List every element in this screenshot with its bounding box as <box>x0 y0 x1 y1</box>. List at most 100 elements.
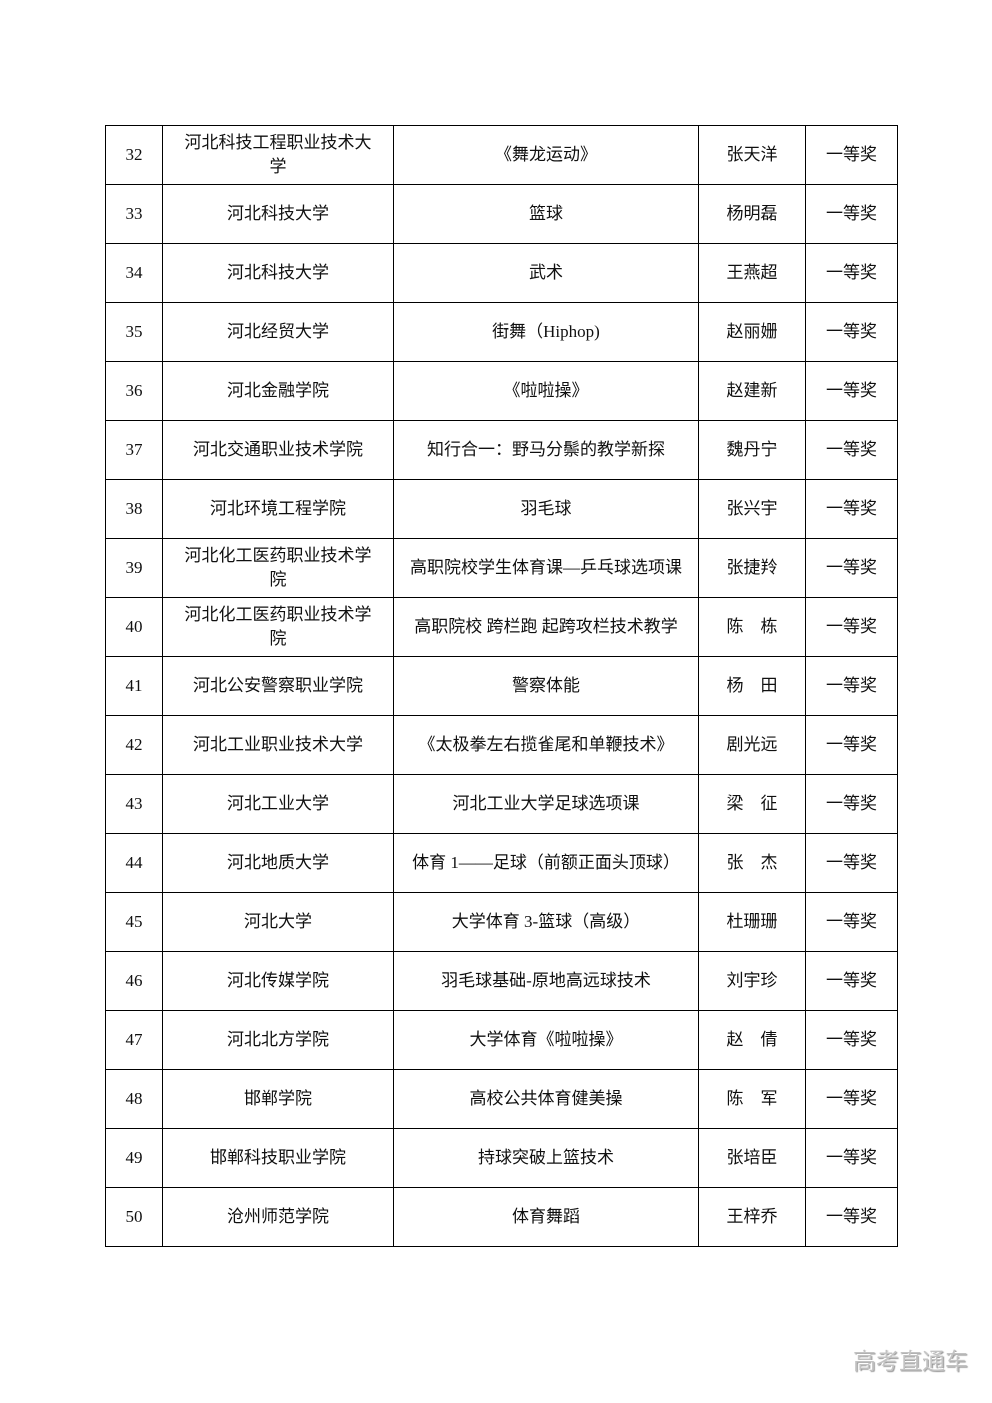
table-row: 37 河北交通职业技术学院 知行合一：野马分鬃的教学新探 魏丹宁 一等奖 <box>105 420 898 480</box>
school-cell: 河北化工医药职业技术学院 <box>162 597 394 657</box>
row-number-cell: 43 <box>105 774 163 834</box>
award-cell: 一等奖 <box>805 774 898 834</box>
school-cell: 沧州师范学院 <box>162 1187 394 1247</box>
award-cell: 一等奖 <box>805 892 898 952</box>
teacher-cell: 魏丹宁 <box>698 420 806 480</box>
school-cell: 河北金融学院 <box>162 361 394 421</box>
course-cell: 警察体能 <box>393 656 699 716</box>
school-cell: 河北北方学院 <box>162 1010 394 1070</box>
row-number-cell: 34 <box>105 243 163 303</box>
table-row: 47 河北北方学院 大学体育《啦啦操》赵 倩一等奖 <box>105 1010 898 1070</box>
course-cell: 篮球 <box>393 184 699 244</box>
teacher-cell: 张天洋 <box>698 125 806 185</box>
course-cell: 高职院校学生体育课—乒乓球选项课 <box>393 538 699 598</box>
course-cell: 高职院校 跨栏跑 起跨攻栏技术教学 <box>393 597 699 657</box>
school-cell: 河北科技工程职业技术大学 <box>162 125 394 185</box>
course-cell: 《太极拳左右揽雀尾和单鞭技术》 <box>393 715 699 775</box>
table-row: 44 河北地质大学 体育 1——足球（前额正面头顶球）张 杰一等奖 <box>105 833 898 893</box>
course-cell: 《舞龙运动》 <box>393 125 699 185</box>
teacher-cell: 杨明磊 <box>698 184 806 244</box>
teacher-cell: 张培臣 <box>698 1128 806 1188</box>
school-cell: 河北公安警察职业学院 <box>162 656 394 716</box>
row-number-cell: 38 <box>105 479 163 539</box>
teacher-cell: 张捷羚 <box>698 538 806 598</box>
table-row: 49 邯郸科技职业学院 持球突破上篮技术 张培臣 一等奖 <box>105 1128 898 1188</box>
row-number-cell: 47 <box>105 1010 163 1070</box>
table-row: 40 河北化工医药职业技术学院 高职院校 跨栏跑 起跨攻栏技术教学陈 栋一等奖 <box>105 597 898 657</box>
table-row: 35 河北经贸大学 街舞（Hiphop) 赵丽姗 一等奖 <box>105 302 898 362</box>
award-table-body: 32 河北科技工程职业技术大学 《舞龙运动》 张天洋 一等奖 33 河北科技大学 篮球 杨明磊一… <box>105 125 898 1247</box>
course-cell: 体育 1——足球（前额正面头顶球） <box>393 833 699 893</box>
school-cell: 邯郸学院 <box>162 1069 394 1129</box>
school-cell: 河北大学 <box>162 892 394 952</box>
school-cell: 河北交通职业技术学院 <box>162 420 394 480</box>
table-row: 48 邯郸学院 高校公共体育健美操陈 军一等奖 <box>105 1069 898 1129</box>
teacher-cell: 王燕超 <box>698 243 806 303</box>
watermark-logo: 高考直通车 <box>853 1348 968 1374</box>
award-table: 32 河北科技工程职业技术大学 《舞龙运动》 张天洋 一等奖 33 河北科技大学 篮球 杨明磊一… <box>105 125 898 1247</box>
row-number-cell: 39 <box>105 538 163 598</box>
course-cell: 知行合一：野马分鬃的教学新探 <box>393 420 699 480</box>
school-cell: 河北科技大学 <box>162 184 394 244</box>
teacher-cell: 杜珊珊 <box>698 892 806 952</box>
table-row: 50 沧州师范学院 体育舞蹈 王梓乔 一等奖 <box>105 1187 898 1247</box>
table-row: 39 河北化工医药职业技术学院 高职院校学生体育课—乒乓球选项课 张捷羚 一等奖 <box>105 538 898 598</box>
teacher-cell: 王梓乔 <box>698 1187 806 1247</box>
award-cell: 一等奖 <box>805 833 898 893</box>
table-row: 38 河北环境工程学院 羽毛球 张兴宇 一等奖 <box>105 479 898 539</box>
school-cell: 河北工业大学 <box>162 774 394 834</box>
course-cell: 持球突破上篮技术 <box>393 1128 699 1188</box>
school-cell: 河北化工医药职业技术学院 <box>162 538 394 598</box>
table-row: 43 河北工业大学 河北工业大学足球选项课梁 征一等奖 <box>105 774 898 834</box>
table-row: 33 河北科技大学 篮球 杨明磊 一等奖 <box>105 184 898 244</box>
teacher-cell: 赵建新 <box>698 361 806 421</box>
school-cell: 邯郸科技职业学院 <box>162 1128 394 1188</box>
row-number-cell: 37 <box>105 420 163 480</box>
course-cell: 高校公共体育健美操 <box>393 1069 699 1129</box>
teacher-cell: 梁 征 <box>698 774 806 834</box>
award-cell: 一等奖 <box>805 302 898 362</box>
row-number-cell: 49 <box>105 1128 163 1188</box>
school-cell: 河北工业职业技术大学 <box>162 715 394 775</box>
row-number-cell: 35 <box>105 302 163 362</box>
award-cell: 一等奖 <box>805 479 898 539</box>
course-cell: 街舞（Hiphop) <box>393 302 699 362</box>
course-cell: 河北工业大学足球选项课 <box>393 774 699 834</box>
course-cell: 《啦啦操》 <box>393 361 699 421</box>
teacher-cell: 张 杰 <box>698 833 806 893</box>
teacher-cell: 刘宇珍 <box>698 951 806 1011</box>
award-cell: 一等奖 <box>805 125 898 185</box>
table-row: 46 河北传媒学院 羽毛球基础-原地高远球技术 刘宇珍 一等奖 <box>105 951 898 1011</box>
school-cell: 河北环境工程学院 <box>162 479 394 539</box>
award-cell: 一等奖 <box>805 1128 898 1188</box>
row-number-cell: 48 <box>105 1069 163 1129</box>
table-row: 45 河北大学 大学体育 3-篮球（高级） 杜珊珊 一等奖 <box>105 892 898 952</box>
award-cell: 一等奖 <box>805 656 898 716</box>
row-number-cell: 46 <box>105 951 163 1011</box>
table-row: 42 河北工业职业技术大学 《太极拳左右揽雀尾和单鞭技术》 剧光远 一等奖 <box>105 715 898 775</box>
row-number-cell: 44 <box>105 833 163 893</box>
award-cell: 一等奖 <box>805 538 898 598</box>
school-cell: 河北传媒学院 <box>162 951 394 1011</box>
teacher-cell: 杨 田 <box>698 656 806 716</box>
school-cell: 河北科技大学 <box>162 243 394 303</box>
award-cell: 一等奖 <box>805 243 898 303</box>
course-cell: 体育舞蹈 <box>393 1187 699 1247</box>
row-number-cell: 32 <box>105 125 163 185</box>
row-number-cell: 36 <box>105 361 163 421</box>
award-cell: 一等奖 <box>805 184 898 244</box>
teacher-cell: 剧光远 <box>698 715 806 775</box>
teacher-cell: 陈 军 <box>698 1069 806 1129</box>
award-cell: 一等奖 <box>805 420 898 480</box>
course-cell: 大学体育 3-篮球（高级） <box>393 892 699 952</box>
teacher-cell: 陈 栋 <box>698 597 806 657</box>
teacher-cell: 张兴宇 <box>698 479 806 539</box>
row-number-cell: 45 <box>105 892 163 952</box>
award-cell: 一等奖 <box>805 951 898 1011</box>
course-cell: 羽毛球基础-原地高远球技术 <box>393 951 699 1011</box>
table-row: 32 河北科技工程职业技术大学 《舞龙运动》 张天洋 一等奖 <box>105 125 898 185</box>
award-cell: 一等奖 <box>805 361 898 421</box>
award-cell: 一等奖 <box>805 715 898 775</box>
course-cell: 羽毛球 <box>393 479 699 539</box>
